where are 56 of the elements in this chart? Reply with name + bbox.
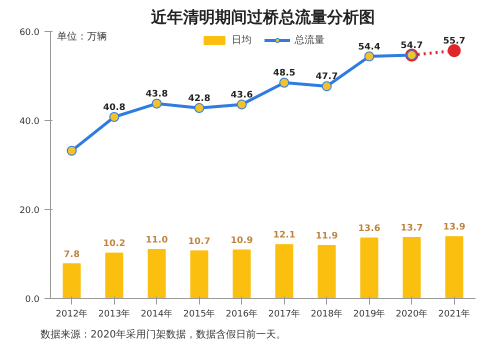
chart-title: 近年清明期间过桥总流量分析图	[150, 8, 375, 26]
bar	[232, 249, 251, 298]
data-label: 11.9	[316, 232, 338, 242]
bar	[318, 245, 336, 298]
y-tick-label: 0.0	[25, 295, 40, 305]
bar	[148, 249, 166, 298]
data-label: 13.6	[358, 224, 380, 234]
point	[194, 103, 204, 114]
x-tick-label: 2019年	[353, 308, 386, 320]
point	[109, 112, 120, 122]
point	[66, 146, 77, 156]
bar	[360, 237, 378, 298]
x-tick-label: 2016年	[226, 308, 258, 320]
data-label: 10.2	[103, 239, 126, 250]
y-tick-label: 40.0	[19, 117, 40, 127]
legend-label: 总流量	[294, 34, 324, 47]
bar	[62, 263, 81, 298]
point	[279, 78, 290, 88]
bar	[275, 244, 294, 298]
y-tick-label: 20.0	[19, 206, 40, 216]
x-tick-label: 2017年	[268, 308, 300, 320]
y-tick-label: 60.0	[19, 28, 40, 38]
data-label: 13.7	[400, 224, 423, 234]
data-label: 43.8	[146, 90, 168, 100]
data-label: 54.7	[400, 41, 423, 52]
x-tick-label: 2015年	[183, 308, 216, 320]
bar	[445, 236, 464, 298]
x-tick-label: 2018年	[310, 308, 343, 320]
data-label: 13.9	[443, 222, 466, 233]
annotation: 单位：万辆	[56, 30, 107, 42]
x-tick-label: 2020年	[396, 308, 428, 320]
data-label: 55.7	[443, 36, 466, 47]
data-label: 47.7	[316, 72, 338, 82]
x-tick-label: 2021年	[438, 308, 470, 320]
point	[152, 98, 162, 109]
bar	[402, 237, 421, 298]
data-label: 10.9	[230, 236, 253, 246]
legend-label: 日均	[232, 34, 252, 47]
data-label: 40.8	[103, 102, 126, 113]
data-label: 54.4	[358, 42, 380, 52]
x-tick-label: 2012年	[56, 308, 88, 320]
x-tick-label: 2013年	[98, 308, 130, 320]
data-label: 11.0	[146, 236, 168, 246]
point	[322, 81, 332, 92]
data-label: 43.6	[230, 90, 253, 100]
data-label: 10.7	[188, 236, 210, 247]
point	[364, 51, 374, 62]
bar	[190, 250, 208, 298]
source-note: 数据来源：2020年采用门架数据，数据含假日前一天。	[40, 328, 286, 340]
data-label: 12.1	[273, 230, 296, 241]
data-label: 42.8	[188, 94, 210, 104]
point	[236, 99, 247, 110]
data-label: 7.8	[64, 250, 80, 260]
x-tick-label: 2014年	[140, 308, 173, 320]
data-label: 48.5	[273, 68, 296, 79]
bar	[105, 252, 124, 298]
